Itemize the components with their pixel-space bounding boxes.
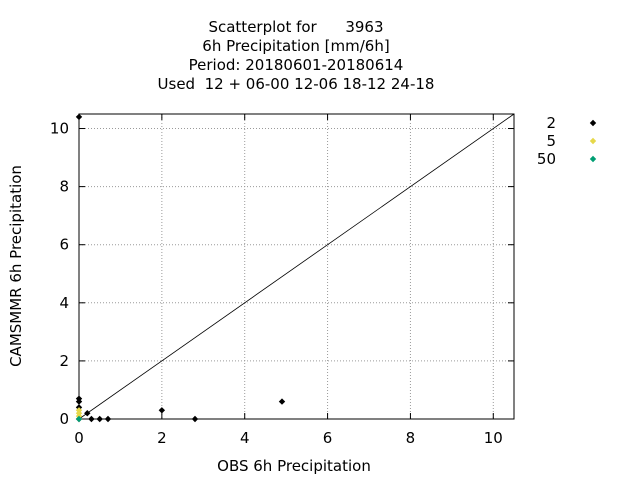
y-tick-label: 0 bbox=[59, 410, 69, 428]
x-tick-label: 10 bbox=[484, 429, 503, 447]
legend-label: 50 bbox=[537, 150, 556, 168]
y-axis-ticks: 0 2 4 6 8 10 bbox=[50, 120, 514, 428]
legend-label: 5 bbox=[546, 132, 556, 150]
plot-area bbox=[78, 113, 515, 420]
legend-marker bbox=[589, 155, 597, 163]
title-line-3: Period: 20180601-20180614 bbox=[189, 56, 404, 74]
x-tick-label: 0 bbox=[74, 429, 84, 447]
scatter-point-series-2 bbox=[104, 415, 112, 423]
scatter-point-series-50 bbox=[75, 415, 83, 423]
legend-marker bbox=[589, 119, 597, 127]
x-tick-label: 8 bbox=[406, 429, 416, 447]
scatter-point-series-2 bbox=[158, 407, 166, 414]
legend-label: 2 bbox=[546, 114, 556, 132]
scatter-point-series-2 bbox=[88, 415, 95, 423]
x-axis-ticks: 0 2 4 6 8 10 bbox=[74, 114, 503, 447]
scatter-point-series-2 bbox=[96, 415, 103, 423]
title-line-2: 6h Precipitation [mm/6h] bbox=[202, 37, 389, 55]
scatter-point-series-2 bbox=[75, 113, 83, 121]
y-tick-label: 2 bbox=[59, 352, 69, 370]
title-line-1: Scatterplot for 3963 bbox=[208, 18, 383, 36]
scatter-point-series-2 bbox=[75, 398, 83, 405]
y-tick-label: 6 bbox=[59, 236, 69, 254]
y-tick-label: 8 bbox=[59, 178, 69, 196]
diagonal-reference bbox=[78, 113, 515, 420]
y-axis-label: CAMSMMR 6h Precipitation bbox=[7, 165, 25, 367]
data-points bbox=[75, 113, 286, 423]
grid-lines bbox=[79, 114, 514, 419]
x-tick-label: 2 bbox=[157, 429, 167, 447]
scatter-point-series-2 bbox=[278, 398, 286, 405]
chart-title: Scatterplot for 3963 6h Precipitation [m… bbox=[158, 18, 435, 93]
y-tick-label: 10 bbox=[50, 120, 69, 138]
legend-marker bbox=[589, 137, 597, 145]
scatter-point-series-2 bbox=[84, 409, 91, 417]
one-to-one-line bbox=[78, 113, 515, 420]
x-tick-label: 4 bbox=[240, 429, 250, 447]
x-tick-label: 6 bbox=[323, 429, 333, 447]
x-axis-label: OBS 6h Precipitation bbox=[217, 457, 371, 475]
scatter-point-series-2 bbox=[191, 415, 199, 423]
y-tick-label: 4 bbox=[59, 294, 69, 312]
title-line-4: Used 12 + 06-00 12-06 18-12 24-18 bbox=[158, 75, 435, 93]
